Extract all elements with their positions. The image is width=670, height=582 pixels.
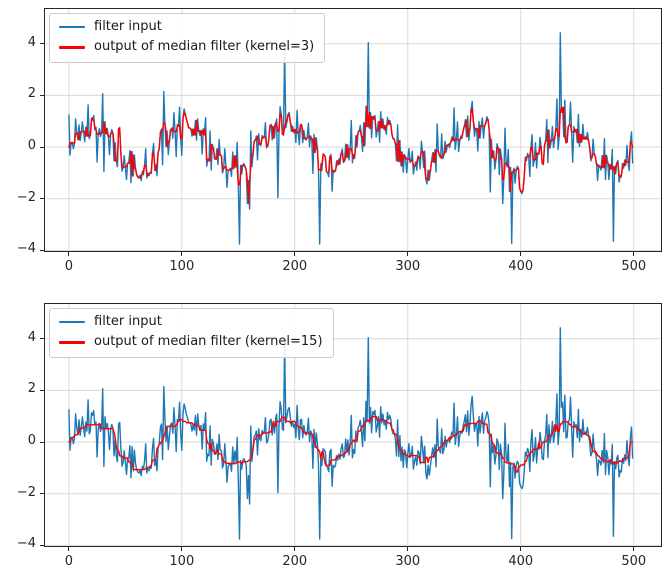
x-tick-label: 200 xyxy=(282,259,308,274)
y-tick-mark xyxy=(40,146,44,148)
x-tick-label: 300 xyxy=(395,554,421,569)
axes-frame xyxy=(44,8,662,252)
legend-top: filter input output of median filter (ke… xyxy=(49,13,326,63)
x-tick-mark xyxy=(68,547,70,551)
y-tick-mark xyxy=(40,94,44,96)
y-tick-label: 2 xyxy=(27,381,36,397)
legend-label-output: output of median filter (kernel=3) xyxy=(94,39,315,55)
y-tick-mark xyxy=(40,389,44,391)
y-tick-label: −4 xyxy=(16,536,36,552)
x-tick-label: 500 xyxy=(621,259,647,274)
y-tick-mark xyxy=(40,198,44,200)
x-tick-label: 0 xyxy=(64,259,73,274)
y-tick-mark xyxy=(40,249,44,251)
subplot-top: filter input output of median filter (ke… xyxy=(17,8,662,274)
x-tick-mark xyxy=(520,547,522,551)
axes-frame xyxy=(44,303,662,547)
y-tick-label: 0 xyxy=(27,433,36,449)
x-tick-mark xyxy=(633,547,635,551)
output-line-swatch-icon xyxy=(59,46,85,49)
x-tick-mark xyxy=(407,252,409,256)
y-tick-label: −4 xyxy=(16,241,36,257)
x-tick-mark xyxy=(181,252,183,256)
x-tick-mark xyxy=(294,252,296,256)
subplot-bottom: filter input output of median filter (ke… xyxy=(17,303,662,569)
plot-area-top xyxy=(44,8,662,252)
y-tick-label: 2 xyxy=(27,86,36,102)
filter-input-line xyxy=(68,327,634,540)
input-line-swatch-icon xyxy=(59,320,85,324)
input-line-swatch-icon xyxy=(59,25,85,29)
x-tick-label: 0 xyxy=(64,554,73,569)
y-tick-mark xyxy=(40,338,44,340)
y-tick-label: 0 xyxy=(27,138,36,154)
y-tick-label: 4 xyxy=(27,329,36,345)
y-tick-mark xyxy=(40,441,44,443)
x-tick-mark xyxy=(520,252,522,256)
y-tick-mark xyxy=(40,493,44,495)
x-tick-label: 100 xyxy=(169,554,195,569)
x-tick-label: 100 xyxy=(169,259,195,274)
legend-entry-output: output of median filter (kernel=15) xyxy=(59,334,323,350)
x-tick-mark xyxy=(633,252,635,256)
legend-bottom: filter input output of median filter (ke… xyxy=(49,308,334,358)
x-tick-label: 400 xyxy=(508,554,534,569)
x-tick-label: 400 xyxy=(508,259,534,274)
output-line-swatch-icon xyxy=(59,341,85,344)
y-tick-mark xyxy=(40,43,44,45)
median-filter-output-line xyxy=(68,415,634,473)
legend-label-input: filter input xyxy=(94,19,162,34)
x-tick-label: 200 xyxy=(282,554,308,569)
x-tick-label: 300 xyxy=(395,259,421,274)
y-tick-label: 4 xyxy=(27,34,36,50)
x-tick-mark xyxy=(181,547,183,551)
legend-entry-output: output of median filter (kernel=3) xyxy=(59,39,315,55)
y-tick-mark xyxy=(40,544,44,546)
x-tick-mark xyxy=(68,252,70,256)
y-tick-label: −2 xyxy=(16,189,36,205)
legend-entry-input: filter input xyxy=(59,314,323,329)
legend-entry-input: filter input xyxy=(59,19,314,34)
legend-label-input: filter input xyxy=(94,314,162,329)
x-tick-mark xyxy=(407,547,409,551)
plot-area-bottom xyxy=(44,303,662,547)
x-tick-label: 500 xyxy=(621,554,647,569)
x-tick-mark xyxy=(294,547,296,551)
median-filter-output-line xyxy=(68,105,634,205)
y-tick-label: −2 xyxy=(16,484,36,500)
legend-label-output: output of median filter (kernel=15) xyxy=(94,334,323,350)
